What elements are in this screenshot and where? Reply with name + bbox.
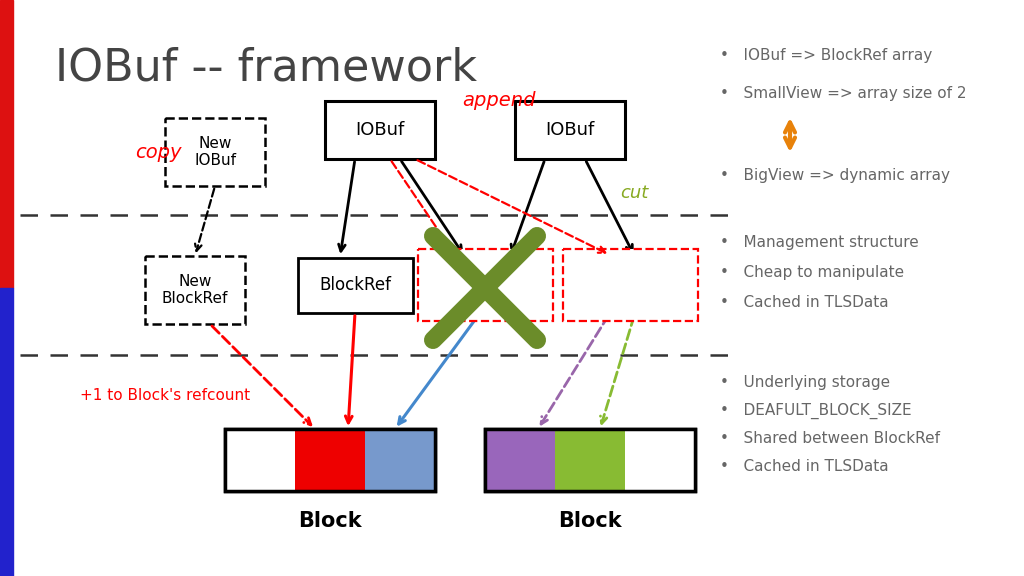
- Text: •   Shared between BlockRef: • Shared between BlockRef: [720, 431, 940, 446]
- Text: •   IOBuf => BlockRef array: • IOBuf => BlockRef array: [720, 48, 932, 63]
- Text: •   Underlying storage: • Underlying storage: [720, 375, 890, 390]
- FancyBboxPatch shape: [427, 257, 543, 313]
- Text: Block: Block: [298, 511, 361, 531]
- Text: +1 to Block's refcount: +1 to Block's refcount: [80, 388, 250, 403]
- Text: IOBuf: IOBuf: [355, 121, 404, 139]
- FancyBboxPatch shape: [325, 101, 435, 159]
- Text: New
BlockRef: New BlockRef: [162, 274, 228, 306]
- Text: New
IOBuf: New IOBuf: [194, 136, 236, 168]
- Text: BlockRef: BlockRef: [449, 276, 521, 294]
- Text: BlockRef: BlockRef: [319, 276, 391, 294]
- Text: •   SmallView => array size of 2: • SmallView => array size of 2: [720, 86, 967, 101]
- Bar: [225, 429, 295, 491]
- Text: •   Cached in TLSData: • Cached in TLSData: [720, 459, 889, 474]
- Text: •   Cached in TLSData: • Cached in TLSData: [720, 295, 889, 310]
- Text: Block: Block: [558, 511, 622, 531]
- FancyBboxPatch shape: [145, 256, 245, 324]
- Bar: [295, 429, 365, 491]
- Text: •   Management structure: • Management structure: [720, 235, 919, 250]
- FancyBboxPatch shape: [418, 249, 553, 321]
- Text: IOBuf: IOBuf: [546, 121, 595, 139]
- Bar: [625, 429, 695, 491]
- Bar: [485, 429, 555, 491]
- Text: BlockRef: BlockRef: [594, 276, 666, 294]
- FancyBboxPatch shape: [165, 118, 265, 186]
- Bar: [485, 429, 695, 491]
- Text: •   BigView => dynamic array: • BigView => dynamic array: [720, 168, 950, 183]
- Text: •   Cheap to manipulate: • Cheap to manipulate: [720, 265, 904, 280]
- Bar: [365, 429, 435, 491]
- Bar: [0, 0, 13, 288]
- FancyBboxPatch shape: [562, 249, 697, 321]
- Text: IOBuf -- framework: IOBuf -- framework: [55, 47, 477, 89]
- Bar: [225, 429, 435, 491]
- FancyBboxPatch shape: [572, 257, 687, 313]
- Text: copy: copy: [135, 142, 181, 161]
- FancyBboxPatch shape: [515, 101, 625, 159]
- Bar: [485, 429, 695, 491]
- Bar: [0, 288, 13, 576]
- Bar: [225, 429, 435, 491]
- Text: cut: cut: [620, 184, 648, 202]
- Bar: [555, 429, 625, 491]
- FancyBboxPatch shape: [298, 257, 413, 313]
- Text: append: append: [462, 90, 536, 109]
- Text: •   DEAFULT_BLOCK_SIZE: • DEAFULT_BLOCK_SIZE: [720, 403, 911, 419]
